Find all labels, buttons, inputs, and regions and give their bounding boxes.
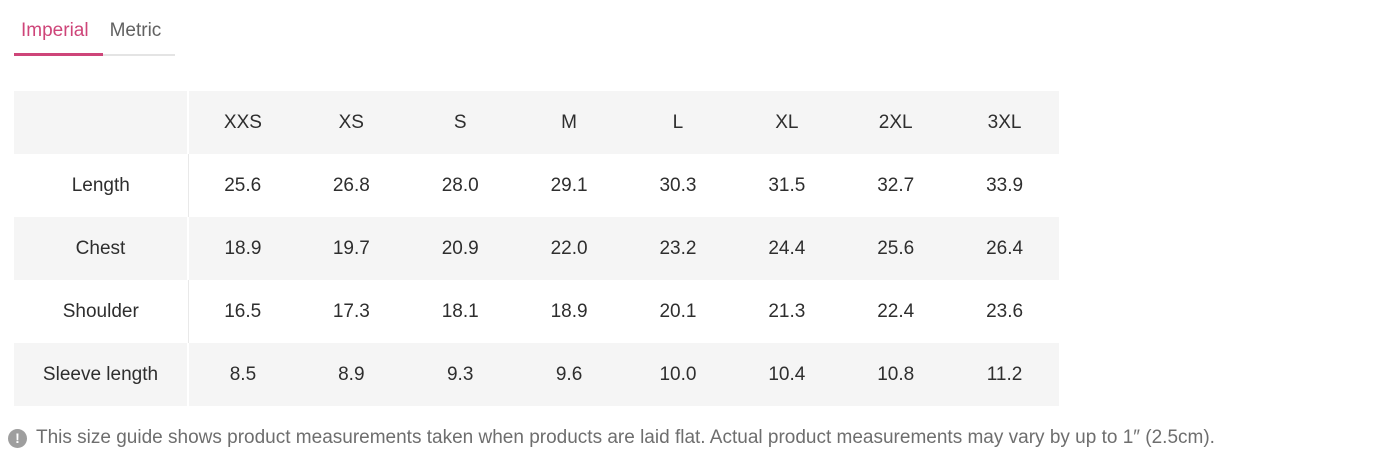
cell-value: 25.6 [224, 174, 262, 196]
measurement-note: ! This size guide shows product measurem… [8, 427, 1377, 449]
cell-value: 26.8 [332, 174, 370, 196]
column-header-3xl: 3XL [987, 111, 1022, 133]
cell-value: 19.7 [332, 237, 370, 259]
cell-value: 9.3 [446, 363, 474, 385]
table-row-sleeve-length: Sleeve length 8.5 8.9 9.3 9.6 10.0 10.4 … [14, 343, 1059, 406]
cell-value: 17.3 [332, 300, 370, 322]
cell-value: 24.4 [768, 237, 806, 259]
column-header-m: M [561, 111, 577, 133]
cell-value: 22.0 [550, 237, 588, 259]
row-label: Length [14, 154, 189, 217]
cell-value: 29.1 [550, 174, 588, 196]
measurement-note-text: This size guide shows product measuremen… [36, 427, 1215, 448]
table-header-row: XXS XS S M L XL 2XL 3XL [14, 91, 1059, 154]
column-header-xl: XL [775, 111, 799, 133]
corner-cell [14, 91, 189, 154]
row-label: Sleeve length [14, 343, 189, 406]
tab-imperial[interactable]: Imperial [14, 12, 103, 56]
unit-tabs: Imperial Metric [14, 12, 1377, 56]
column-header-s: S [453, 111, 467, 133]
column-header-2xl: 2XL [878, 111, 913, 133]
cell-value: 32.7 [877, 174, 915, 196]
size-guide-table: XXS XS S M L XL 2XL 3XL Length 25.6 26.8… [14, 91, 1060, 406]
cell-value: 20.9 [441, 237, 479, 259]
cell-value: 10.8 [877, 363, 915, 385]
row-label: Chest [14, 217, 189, 280]
cell-value: 16.5 [224, 300, 262, 322]
cell-value: 9.6 [555, 363, 583, 385]
cell-value: 20.1 [659, 300, 697, 322]
table-row-chest: Chest 18.9 19.7 20.9 22.0 23.2 24.4 25.6… [14, 217, 1059, 280]
cell-value: 8.5 [229, 363, 257, 385]
tab-metric[interactable]: Metric [102, 12, 176, 56]
cell-value: 11.2 [986, 363, 1023, 385]
cell-value: 31.5 [768, 174, 806, 196]
cell-value: 23.2 [659, 237, 697, 259]
cell-value: 18.1 [441, 300, 479, 322]
cell-value: 33.9 [986, 174, 1024, 196]
cell-value: 30.3 [659, 174, 697, 196]
column-header-xs: XS [338, 111, 364, 133]
row-label: Shoulder [14, 280, 189, 343]
cell-value: 28.0 [441, 174, 479, 196]
exclamation-circle-icon: ! [8, 428, 27, 448]
cell-value: 25.6 [877, 237, 915, 259]
cell-value: 10.0 [659, 363, 697, 385]
cell-value: 23.6 [986, 300, 1024, 322]
table-row-length: Length 25.6 26.8 28.0 29.1 30.3 31.5 32.… [14, 154, 1059, 217]
column-header-xxs: XXS [223, 111, 262, 133]
column-header-l: L [672, 111, 684, 133]
cell-value: 22.4 [877, 300, 915, 322]
cell-value: 21.3 [768, 300, 806, 322]
cell-value: 10.4 [768, 363, 806, 385]
cell-value: 18.9 [224, 237, 262, 259]
table-row-shoulder: Shoulder 16.5 17.3 18.1 18.9 20.1 21.3 2… [14, 280, 1059, 343]
cell-value: 8.9 [338, 363, 365, 385]
cell-value: 18.9 [550, 300, 588, 322]
cell-value: 26.4 [986, 237, 1024, 259]
